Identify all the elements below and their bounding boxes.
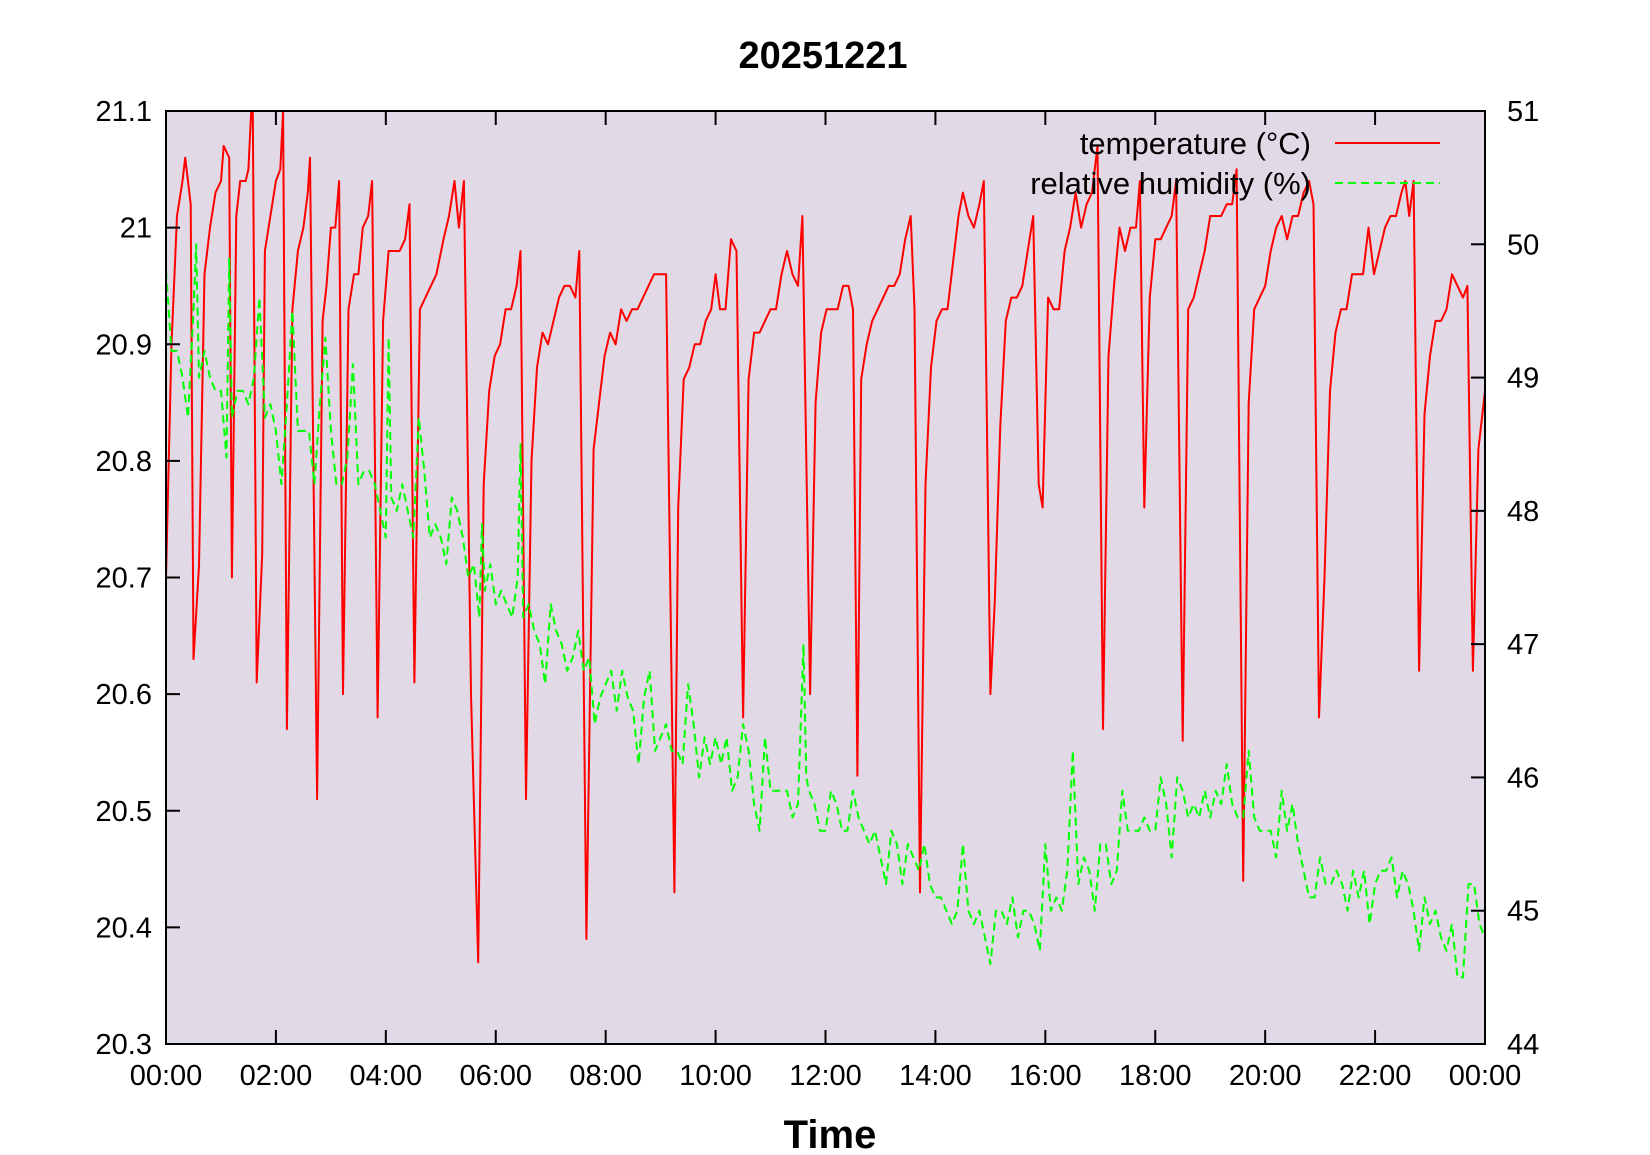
x-tick-label: 20:00 — [1229, 1060, 1302, 1092]
legend: temperature (°C) relative humidity (%) — [1030, 126, 1440, 201]
temperature-series-line — [165, 110, 1486, 964]
legend-label: relative humidity (%) — [1030, 166, 1311, 201]
y-right-tick-label: 50 — [1507, 229, 1539, 261]
legend-label: temperature (°C) — [1080, 126, 1311, 161]
y-right-tick-label: 51 — [1507, 96, 1539, 128]
x-tick-label: 14:00 — [899, 1060, 972, 1092]
chart-title: 20251221 — [738, 35, 907, 77]
y-right-tick-label: 45 — [1507, 896, 1539, 928]
y-right-tick-label: 47 — [1507, 629, 1539, 661]
y-right-tick-label: 48 — [1507, 496, 1539, 528]
x-tick-label: 06:00 — [459, 1060, 532, 1092]
y-left-tick-label: 20.8 — [96, 446, 152, 478]
y-left-tick-label: 20.5 — [96, 796, 152, 828]
y-left-tick-label: 20.3 — [96, 1029, 152, 1061]
series-layer — [165, 110, 1486, 979]
y-left-tick-label: 20.4 — [96, 912, 152, 944]
plot-background — [166, 111, 1485, 1044]
y-left-tick-label: 20.6 — [96, 679, 152, 711]
y-right-tick-label: 46 — [1507, 762, 1539, 794]
x-tick-label: 00:00 — [130, 1060, 203, 1092]
x-tick-label: 04:00 — [350, 1060, 423, 1092]
x-tick-label: 18:00 — [1119, 1060, 1192, 1092]
y-left-tick-label: 20.9 — [96, 329, 152, 361]
x-tick-label: 10:00 — [679, 1060, 752, 1092]
humidity-series-line — [165, 243, 1486, 979]
y-left-tick-label: 21 — [120, 213, 152, 245]
x-axis-label: Time — [784, 1113, 877, 1155]
x-tick-label: 00:00 — [1449, 1060, 1522, 1092]
y-right-tick-label: 49 — [1507, 363, 1539, 395]
x-tick-label: 16:00 — [1009, 1060, 1082, 1092]
y-left-tick-label: 20.7 — [96, 563, 152, 595]
x-tick-label: 22:00 — [1339, 1060, 1412, 1092]
y-right-tick-label: 44 — [1507, 1029, 1539, 1061]
x-tick-label: 02:00 — [240, 1060, 313, 1092]
x-tick-label: 08:00 — [569, 1060, 642, 1092]
y-left-tick-label: 21.1 — [96, 96, 152, 128]
x-tick-label: 12:00 — [789, 1060, 862, 1092]
axes-layer: 00:00 02:00 04:00 06:00 08:00 10:00 12:00 14:00… — [96, 96, 1540, 1092]
